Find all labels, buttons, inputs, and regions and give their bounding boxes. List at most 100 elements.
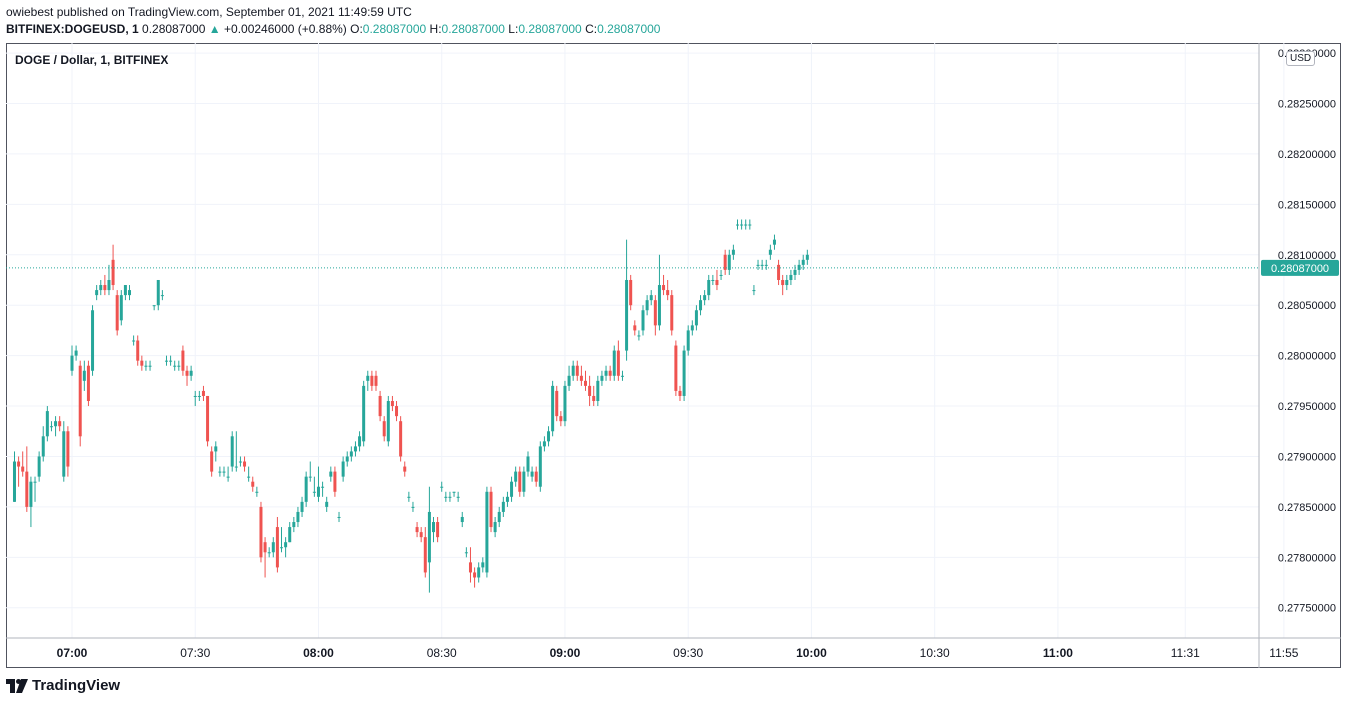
candle-body xyxy=(411,506,415,508)
candle-body xyxy=(45,411,49,437)
candle-body xyxy=(164,360,168,362)
candle-body xyxy=(633,325,637,331)
candle-body xyxy=(49,426,53,428)
candle-body xyxy=(407,496,411,498)
low-label: L: xyxy=(508,22,519,36)
high-label: H: xyxy=(429,22,442,36)
candle-body xyxy=(214,446,218,452)
candle-body xyxy=(620,375,624,377)
candle-body xyxy=(160,295,164,297)
candle-body xyxy=(505,496,509,502)
candle-body xyxy=(559,416,563,422)
candle-body xyxy=(399,421,403,457)
candle-body xyxy=(596,380,600,402)
candle-body xyxy=(12,461,16,502)
candle-body xyxy=(526,456,530,472)
candle-body xyxy=(436,522,440,538)
candle-body xyxy=(423,537,427,573)
x-tick-label: 09:30 xyxy=(673,646,703,660)
candle-body xyxy=(296,511,300,523)
candle-body xyxy=(608,370,612,376)
candle-body xyxy=(419,532,423,538)
candle-body xyxy=(304,476,308,502)
candle-body xyxy=(756,264,760,266)
candle-body xyxy=(238,461,242,463)
candle-body xyxy=(337,516,341,518)
candle-body xyxy=(785,279,789,286)
candle-body xyxy=(58,421,62,427)
candle-body xyxy=(300,501,304,512)
publisher-text: owiebest published on TradingView.com, S… xyxy=(6,5,412,19)
x-tick-label: 11:55 xyxy=(1269,646,1298,660)
x-tick-label: 11:31 xyxy=(1171,646,1200,660)
candle-body xyxy=(616,350,620,376)
publisher-line: owiebest published on TradingView.com, S… xyxy=(6,5,412,19)
candle-body xyxy=(690,325,694,331)
current-price: 0.28087000 xyxy=(142,22,206,36)
candle-body xyxy=(530,471,534,477)
candle-body xyxy=(592,395,596,402)
candle-body xyxy=(66,431,70,467)
candle-body xyxy=(637,335,641,337)
candle-body xyxy=(715,279,719,286)
candle-body xyxy=(752,290,756,292)
candle-body xyxy=(280,547,284,549)
candle-body xyxy=(173,365,177,367)
price-chart[interactable]: 0.27750000 0.27800000 0.27850000 0.27900000… xyxy=(6,43,1341,668)
candle-body xyxy=(468,562,472,573)
candle-body xyxy=(740,224,744,226)
candle-body xyxy=(70,355,74,371)
symbol-name: BITFINEX:DOGEUSD, 1 xyxy=(6,22,139,36)
candle-body xyxy=(772,239,776,245)
candle-body xyxy=(793,269,797,275)
price-change: +0.00246000 (+0.88%) xyxy=(224,22,347,36)
tradingview-logo[interactable]: TradingView xyxy=(6,677,120,694)
candle-body xyxy=(181,350,185,371)
candle-body xyxy=(288,527,292,543)
y-tick-label: 0.27950000 xyxy=(1278,401,1336,413)
candle-body xyxy=(575,365,579,376)
candle-body xyxy=(485,491,489,573)
candle-body xyxy=(801,259,805,265)
candle-body xyxy=(629,279,633,306)
candle-body xyxy=(641,310,645,331)
candle-body xyxy=(662,285,666,291)
y-tick-label: 0.28050000 xyxy=(1278,300,1336,312)
open-value: 0.28087000 xyxy=(362,22,427,36)
candle-body xyxy=(719,274,723,276)
high-value: 0.28087000 xyxy=(441,22,505,36)
candle-body xyxy=(678,390,682,396)
candle-body xyxy=(189,370,193,376)
candle-body xyxy=(612,350,616,376)
symbol-ohlc-line: BITFINEX:DOGEUSD, 1 0.28087000 ▲ +0.0024… xyxy=(6,22,660,36)
candle-body xyxy=(33,481,37,483)
candle-body xyxy=(735,224,739,226)
candle-body xyxy=(542,441,546,447)
candle-body xyxy=(366,375,370,381)
candle-body xyxy=(243,461,247,467)
tradingview-logo-icon xyxy=(6,678,28,693)
candle-body xyxy=(600,375,604,381)
candle-body xyxy=(395,406,399,417)
candle-body xyxy=(805,254,809,260)
candle-body xyxy=(703,295,707,301)
y-tick-label: 0.28150000 xyxy=(1278,199,1336,211)
candle-body xyxy=(74,350,78,356)
candle-body xyxy=(588,385,592,396)
candle-body xyxy=(473,572,477,578)
candle-body xyxy=(226,476,230,478)
candle-body xyxy=(584,380,587,386)
candles xyxy=(12,219,809,593)
currency-badge[interactable]: USD xyxy=(1286,51,1316,66)
candle-body xyxy=(374,375,378,386)
tradingview-logo-text: TradingView xyxy=(32,677,121,694)
candle-body xyxy=(41,436,45,457)
candle-body xyxy=(497,511,501,523)
candle-body xyxy=(682,350,686,396)
y-tick-label: 0.28250000 xyxy=(1278,99,1336,111)
candle-body xyxy=(358,436,362,447)
close-value: 0.28087000 xyxy=(597,22,661,36)
candle-body xyxy=(308,476,312,478)
candle-body xyxy=(271,542,275,553)
open-label: O: xyxy=(350,22,363,36)
